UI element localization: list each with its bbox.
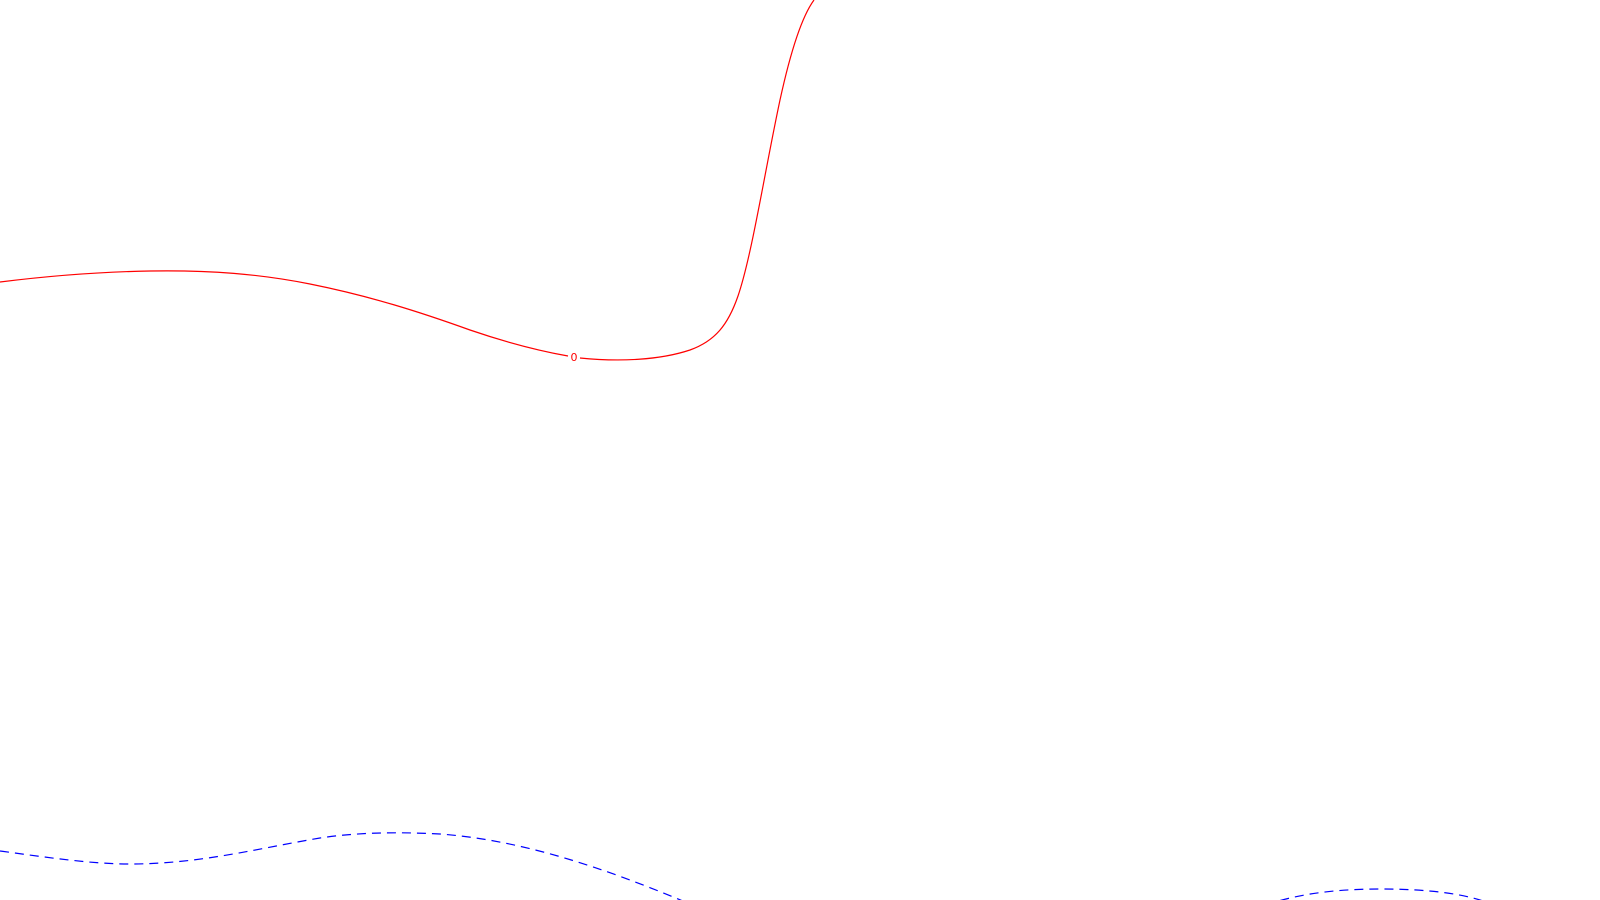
- contour-zero-line-right: [579, 0, 815, 361]
- contour-zero-line-left: [0, 270, 569, 357]
- contour-zero-label: 0: [571, 351, 578, 364]
- contour-zero-group: 0: [0, 0, 815, 364]
- contour-negative-left-line: [0, 832, 682, 900]
- contour-negative-right-line: [1280, 888, 1482, 900]
